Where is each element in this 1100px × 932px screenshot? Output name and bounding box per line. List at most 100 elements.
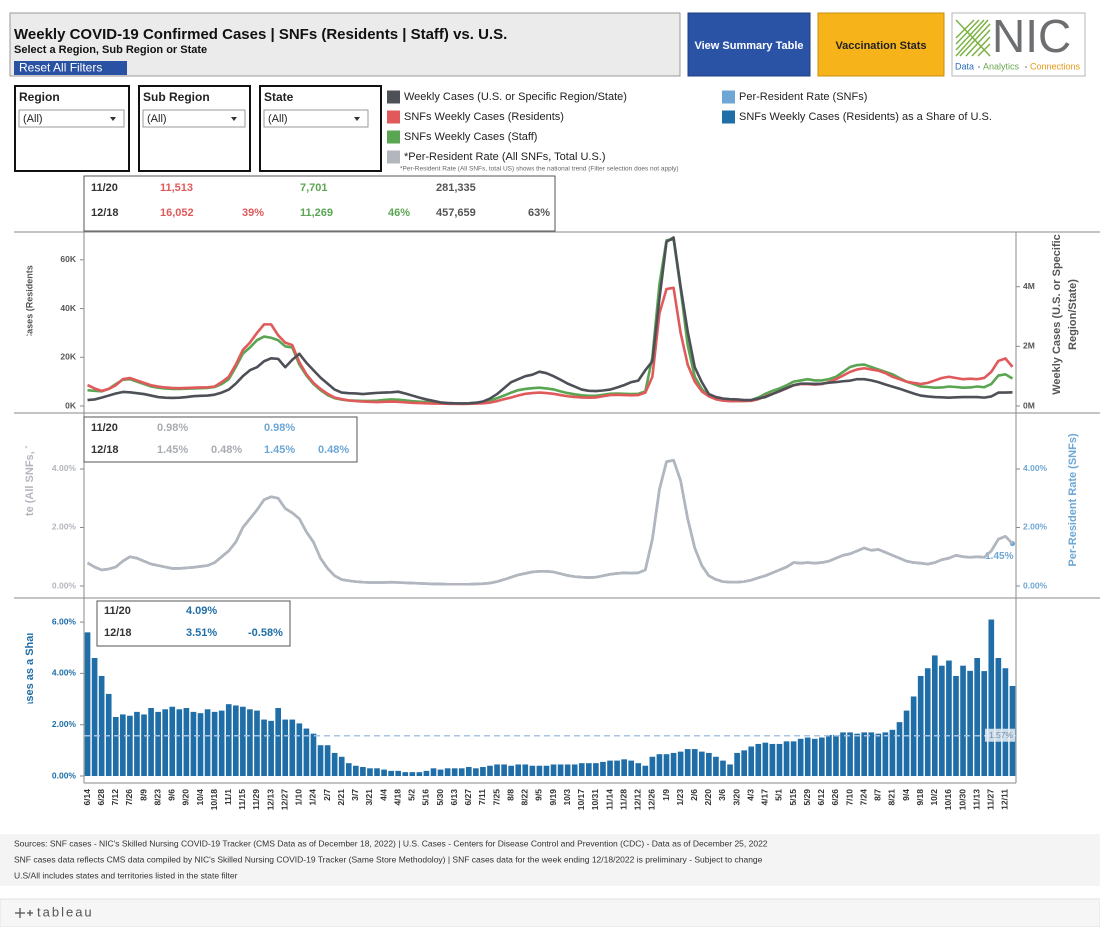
series-line [87, 237, 1014, 405]
filter-label: Region [19, 90, 60, 104]
filter-dropdown[interactable] [263, 109, 369, 128]
y2-axis-title: Per-Resident Rate (SNFs) [1067, 433, 1079, 567]
summary-button-bg[interactable] [687, 12, 811, 77]
bar [324, 745, 331, 776]
summary-date: 11/20 [91, 422, 118, 434]
summary-value: 16,052 [160, 207, 194, 219]
y-tick-label: 0.00% [52, 580, 77, 590]
bar [543, 765, 550, 776]
summary-button[interactable]: View Summary Table [687, 12, 811, 77]
y2-tick-label: 4.00% [1023, 463, 1048, 473]
bar [275, 708, 281, 776]
bar [91, 658, 98, 776]
vaccination-button-label[interactable]: Vaccination Stats [835, 40, 926, 52]
summary-value: 11,513 [160, 182, 193, 194]
bar [473, 768, 479, 776]
logo: NIC Data Analytics Connections [951, 10, 1086, 77]
bar [924, 668, 931, 776]
summary-value: 63% [528, 207, 550, 219]
x-tick-label: 11/1 [223, 789, 233, 805]
x-tick-label: 8/8 [505, 789, 515, 801]
bar [84, 632, 91, 776]
legend-swatch [387, 90, 400, 104]
bar [331, 752, 338, 776]
y-tick-label: 6.00% [52, 616, 77, 626]
series-line [87, 236, 1013, 405]
bar [677, 751, 684, 776]
summary-button-label[interactable]: View Summary Table [694, 40, 803, 52]
bar [614, 760, 620, 776]
x-tick-label: 12/26 [647, 789, 657, 811]
x-tick-label: 10/3 [562, 789, 572, 806]
x-tick-label: 9/19 [548, 789, 558, 806]
bar [494, 764, 500, 776]
bar [381, 769, 387, 776]
filter-value[interactable]: (All) [268, 113, 288, 125]
bar [960, 665, 966, 776]
subtitle: Select a Region, Sub Region or State [14, 44, 207, 56]
bar [437, 769, 444, 776]
x-tick-label: 5/1 [774, 789, 784, 801]
bar [536, 765, 543, 776]
bar [183, 708, 190, 776]
x-tick-label: 10/17 [576, 789, 586, 811]
reset-button-label[interactable]: Reset All Filters [19, 61, 102, 75]
summary-value: 1.45% [157, 444, 188, 456]
dropdown-arrow[interactable] [231, 117, 237, 121]
bar [734, 752, 740, 776]
x-tick-label: 5/2 [407, 789, 417, 801]
x-tick-label: 11/13 [971, 789, 981, 810]
summary-box [83, 175, 556, 232]
filter-dropdown[interactable] [18, 109, 125, 128]
bar [190, 711, 197, 776]
summary-date: 11/20 [104, 605, 131, 617]
x-tick-label: 10/31 [590, 789, 600, 811]
title: Weekly COVID-19 Confirmed Cases | SNFs (… [14, 26, 507, 43]
bar [296, 723, 303, 776]
filter-box [14, 85, 130, 172]
legend-label: SNFs Weekly Cases (Staff) [404, 131, 537, 143]
bar [409, 772, 416, 776]
summary-value: 281,335 [436, 182, 476, 194]
legend-note: *Per-Resident Rate (All SNFs, total US) … [400, 166, 679, 173]
legend-swatch [387, 110, 400, 124]
y2-tick-label: 2.00% [1023, 522, 1048, 532]
bar [769, 743, 776, 776]
bar [861, 732, 868, 776]
bar [353, 765, 359, 776]
filter-dropdown[interactable] [142, 109, 246, 128]
summary-value: 46% [388, 207, 410, 219]
x-tick-label: 6/28 [96, 789, 106, 806]
bar [374, 768, 380, 776]
bar [783, 741, 790, 776]
dropdown-arrow[interactable] [354, 117, 360, 121]
summary-value: -0.58% [248, 627, 283, 639]
bar [755, 743, 762, 776]
summary-box [83, 416, 358, 463]
dropdown-arrow[interactable] [110, 117, 116, 121]
bar [635, 763, 642, 776]
bar [430, 768, 437, 776]
x-tick-label: 11/27 [986, 789, 996, 810]
reset-button-bg[interactable] [14, 61, 127, 75]
filter: Sub Region (All) [138, 85, 251, 172]
x-tick-label: 2/21 [336, 789, 346, 806]
bar [903, 710, 910, 776]
bar [847, 732, 853, 776]
footer-line: Sources: SNF cases - NIC's Skilled Nursi… [14, 838, 768, 848]
legend-swatch [387, 150, 400, 164]
vaccination-button[interactable]: Vaccination Stats [817, 12, 945, 77]
x-tick-label: 2/6 [689, 789, 699, 801]
reset-button[interactable]: Reset All Filters [14, 61, 127, 75]
bar [317, 745, 324, 776]
bar [127, 715, 133, 776]
bar [501, 764, 507, 776]
filter-value[interactable]: (All) [23, 113, 43, 125]
vaccination-button-bg[interactable] [817, 12, 945, 77]
x-tick-label: 5/29 [802, 789, 812, 806]
bar [819, 737, 825, 776]
x-tick-label: 5/15 [788, 789, 798, 806]
bar [247, 709, 253, 776]
toolbar [0, 898, 1100, 928]
filter-value[interactable]: (All) [147, 113, 167, 125]
